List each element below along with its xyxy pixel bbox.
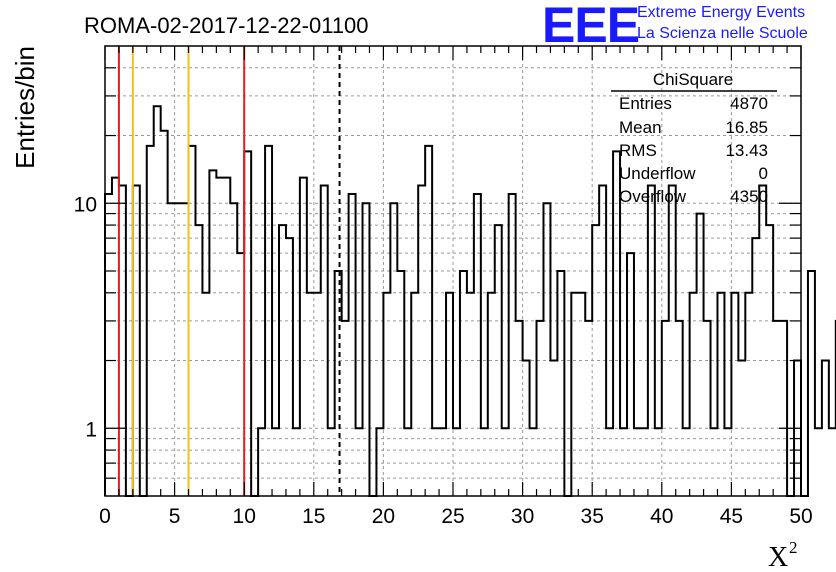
x-tick-label: 35 (581, 505, 604, 528)
stats-label-mean: Mean (619, 118, 662, 137)
x-tick-label: 50 (789, 505, 812, 528)
stats-value-rms: 13.43 (725, 141, 768, 160)
x-tick-label: 30 (511, 505, 534, 528)
stats-label-underflow: Underflow (619, 164, 696, 183)
stats-box: ChiSquare Entries 4870 Mean 16.85 RMS 13… (611, 70, 777, 206)
y-axis-label: Entries/bin (10, 46, 40, 169)
eee-logo: EEE Extreme Energy Events La Scienza nel… (542, 0, 808, 53)
x-tick-label: 5 (169, 505, 181, 528)
stats-value-underflow: 0 (759, 164, 768, 183)
brand-line-1: Extreme Energy Events (637, 4, 805, 21)
y-tick-label: 1 (85, 418, 97, 441)
histogram-step-line (104, 105, 836, 497)
x-tick-label: 20 (372, 505, 395, 528)
stats-label-rms: RMS (619, 141, 657, 160)
x-axis-label-superscript: 2 (789, 538, 798, 557)
stats-label-entries: Entries (619, 94, 672, 113)
stats-value-entries: 4870 (730, 94, 768, 113)
logo-mark: EEE (542, 0, 639, 53)
x-axis-label-main: X (768, 542, 788, 572)
stats-value-mean: 16.85 (725, 118, 768, 137)
x-tick-label: 15 (302, 505, 325, 528)
x-axis-label: X 2 (768, 538, 798, 572)
axes: 0 5 10 15 20 25 30 35 40 45 50 1 10 (74, 45, 813, 528)
stats-title: ChiSquare (653, 70, 733, 89)
stats-value-overflow: 4350 (730, 187, 768, 206)
x-tick-label: 40 (650, 505, 673, 528)
marker-lines (117, 46, 341, 496)
x-tick-label: 25 (441, 505, 464, 528)
brand-line-2: La Scienza nelle Scuole (637, 25, 808, 42)
x-tick-label: 0 (99, 505, 111, 528)
x-tick-label: 10 (233, 505, 256, 528)
histogram-series (104, 105, 836, 497)
x-tick-label: 45 (720, 505, 743, 528)
chart-title: ROMA-02-2017-12-22-01100 (84, 13, 369, 38)
stats-label-overflow: Overflow (619, 187, 687, 206)
y-tick-label: 10 (74, 193, 97, 216)
